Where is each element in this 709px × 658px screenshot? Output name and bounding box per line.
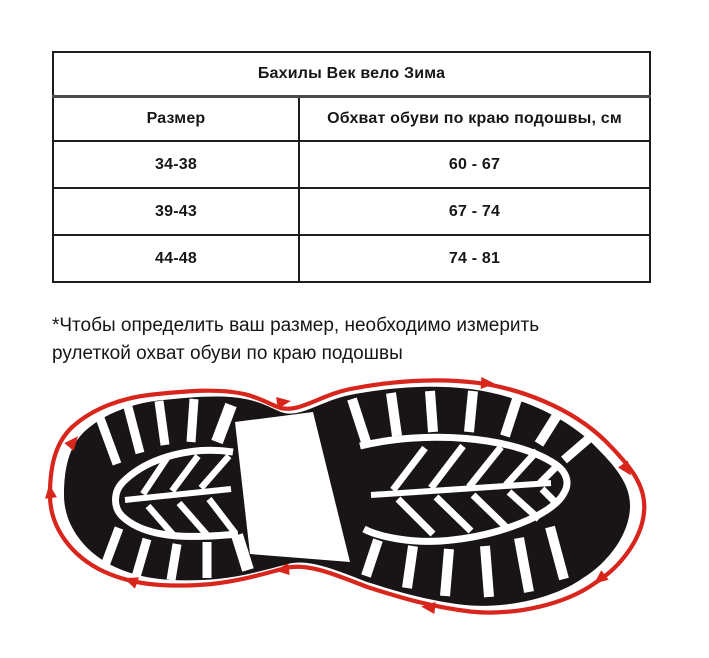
girth-cell: 74 - 81	[297, 234, 652, 283]
size-cell: 34-38	[52, 140, 300, 189]
table-row: 44-48 74 - 81	[52, 234, 652, 283]
note-text: *Чтобы определить ваш размер, необходимо…	[52, 312, 612, 368]
measurement-arrow-loop	[45, 377, 647, 615]
waist-gap	[235, 412, 350, 562]
table-row: 34-38 60 - 67	[52, 140, 652, 189]
table-title-row: Бахилы Век вело Зима	[51, 51, 652, 98]
note-line-2: рулеткой охват обуви по краю подошвы	[52, 343, 403, 364]
forefoot-tread	[347, 390, 597, 598]
girth-cell: 60 - 67	[297, 140, 652, 189]
size-cell: 39-43	[52, 187, 300, 236]
arrowhead-icon	[45, 377, 632, 614]
table-title: Бахилы Век вело Зима	[51, 51, 652, 98]
size-table: Бахилы Век вело Зима Размер Обхват обуви…	[51, 51, 652, 283]
size-cell: 44-48	[52, 234, 300, 283]
girth-cell: 67 - 74	[297, 187, 652, 236]
sole-tread-illustration	[64, 386, 631, 606]
sole-measurement-illustration	[35, 374, 675, 648]
column-header-size: Размер	[52, 95, 300, 142]
heel-tread	[95, 398, 254, 581]
table-header-row: Размер Обхват обуви по краю подошвы, см	[52, 95, 652, 142]
column-header-girth: Обхват обуви по краю подошвы, см	[297, 95, 652, 142]
table-row: 39-43 67 - 74	[52, 187, 652, 236]
note-line-1: *Чтобы определить ваш размер, необходимо…	[52, 315, 540, 336]
